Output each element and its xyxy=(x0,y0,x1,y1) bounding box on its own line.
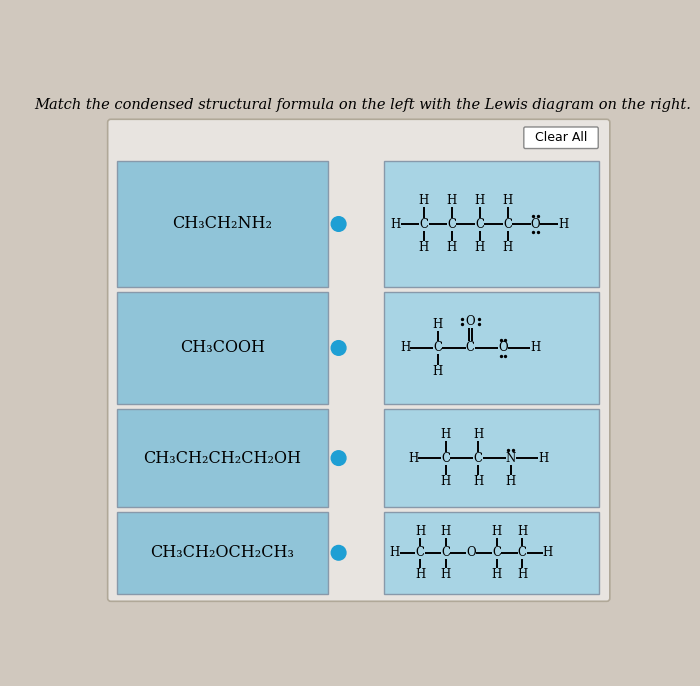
Text: H: H xyxy=(473,475,483,488)
Text: C: C xyxy=(492,546,501,559)
Text: C: C xyxy=(441,451,450,464)
Text: H: H xyxy=(475,194,485,207)
Text: C: C xyxy=(518,546,527,559)
Text: H: H xyxy=(447,194,457,207)
Text: H: H xyxy=(542,546,553,559)
Circle shape xyxy=(331,341,346,355)
Text: CH₃CH₂OCH₂CH₃: CH₃CH₂OCH₂CH₃ xyxy=(150,544,295,561)
Text: H: H xyxy=(531,342,540,355)
FancyBboxPatch shape xyxy=(117,409,328,508)
Text: H: H xyxy=(558,217,568,230)
FancyBboxPatch shape xyxy=(108,119,610,602)
Text: H: H xyxy=(505,475,516,488)
Text: C: C xyxy=(447,217,456,230)
Text: H: H xyxy=(415,568,425,581)
Text: CH₃CH₂NH₂: CH₃CH₂NH₂ xyxy=(172,215,272,233)
FancyBboxPatch shape xyxy=(117,292,328,404)
Text: H: H xyxy=(419,194,429,207)
Text: CH₃COOH: CH₃COOH xyxy=(180,340,265,357)
Text: H: H xyxy=(473,429,483,442)
Text: C: C xyxy=(433,342,442,355)
FancyBboxPatch shape xyxy=(384,409,599,508)
FancyBboxPatch shape xyxy=(117,512,328,593)
FancyBboxPatch shape xyxy=(117,161,328,287)
Text: H: H xyxy=(491,525,502,538)
Text: H: H xyxy=(400,342,410,355)
Text: H: H xyxy=(440,475,451,488)
Text: H: H xyxy=(517,525,527,538)
FancyBboxPatch shape xyxy=(384,512,599,593)
Text: H: H xyxy=(440,429,451,442)
Text: O: O xyxy=(531,217,540,230)
Text: O: O xyxy=(466,316,475,329)
Text: C: C xyxy=(503,217,512,230)
FancyBboxPatch shape xyxy=(524,127,598,149)
Text: H: H xyxy=(433,364,443,377)
Text: H: H xyxy=(433,318,443,331)
Text: H: H xyxy=(419,241,429,254)
Circle shape xyxy=(331,451,346,465)
Text: H: H xyxy=(408,451,418,464)
Text: CH₃CH₂CH₂CH₂OH: CH₃CH₂CH₂CH₂OH xyxy=(144,449,302,466)
Text: H: H xyxy=(447,241,457,254)
FancyBboxPatch shape xyxy=(384,292,599,404)
Text: C: C xyxy=(474,451,482,464)
Text: C: C xyxy=(441,546,450,559)
Circle shape xyxy=(331,545,346,560)
Text: H: H xyxy=(440,525,451,538)
Text: H: H xyxy=(538,451,548,464)
Text: C: C xyxy=(475,217,484,230)
Text: H: H xyxy=(503,194,512,207)
Circle shape xyxy=(331,217,346,231)
Text: H: H xyxy=(440,568,451,581)
Text: N: N xyxy=(505,451,516,464)
Text: H: H xyxy=(389,546,400,559)
Text: C: C xyxy=(419,217,428,230)
Text: O: O xyxy=(498,342,508,355)
Text: C: C xyxy=(416,546,424,559)
Text: H: H xyxy=(475,241,485,254)
Text: H: H xyxy=(517,568,527,581)
Text: Match the condensed structural formula on the left with the Lewis diagram on the: Match the condensed structural formula o… xyxy=(34,97,691,112)
Text: H: H xyxy=(391,217,401,230)
Text: H: H xyxy=(503,241,512,254)
Text: H: H xyxy=(415,525,425,538)
FancyBboxPatch shape xyxy=(384,161,599,287)
Text: H: H xyxy=(491,568,502,581)
Text: C: C xyxy=(466,342,475,355)
Text: Clear All: Clear All xyxy=(535,131,587,144)
Text: O: O xyxy=(466,546,476,559)
